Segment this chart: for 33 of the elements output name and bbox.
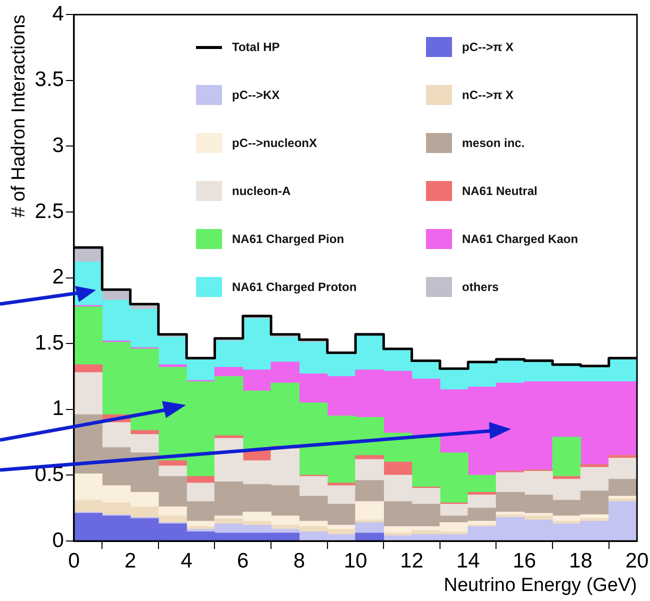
x-tick-label: 18: [569, 549, 592, 572]
y-axis-title: # of Hadron Interactions: [8, 14, 30, 218]
x-tick-label: 0: [68, 549, 80, 572]
y-tick-label: 1.5: [34, 331, 64, 354]
y-tick-label: 3: [52, 134, 64, 157]
x-tick-label: 4: [180, 549, 193, 572]
y-tick-label: 2: [52, 266, 64, 289]
y-tick-label: 0: [52, 528, 64, 552]
y-tick-label: 3.5: [34, 68, 64, 92]
legend-label: Total HP: [232, 40, 280, 54]
legend-label: pC-->π X: [462, 40, 514, 54]
y-tick-label: 2.5: [34, 200, 64, 223]
legend-label: NA61 Charged Kaon: [462, 232, 578, 246]
x-tick-label: 2: [124, 549, 136, 572]
legend-label: pC-->KX: [232, 88, 280, 102]
x-tick-label: 10: [344, 549, 368, 572]
legend-label: NA61 Charged Proton: [232, 280, 357, 294]
x-axis-title: Neutrino Energy (GeV): [444, 574, 637, 596]
x-tick-label: 14: [456, 549, 480, 572]
x-tick-label: 12: [400, 549, 424, 572]
legend-label: others: [462, 280, 499, 294]
x-tick-label: 8: [293, 549, 306, 572]
legend-label: nC-->π X: [462, 88, 514, 102]
legend-label: NA61 Charged Pion: [232, 232, 344, 246]
legend-label: meson inc.: [462, 136, 525, 150]
x-tick-label: 16: [512, 549, 536, 572]
legend-label: pC-->nucleonX: [232, 136, 318, 150]
x-tick-label: 6: [237, 549, 249, 572]
x-tick-label: 20: [625, 549, 649, 572]
y-tick-label: 1: [52, 397, 64, 420]
legend-label: nucleon-A: [232, 184, 291, 198]
y-tick-label: 4: [52, 2, 64, 26]
legend-label: NA61 Neutral: [462, 184, 538, 198]
